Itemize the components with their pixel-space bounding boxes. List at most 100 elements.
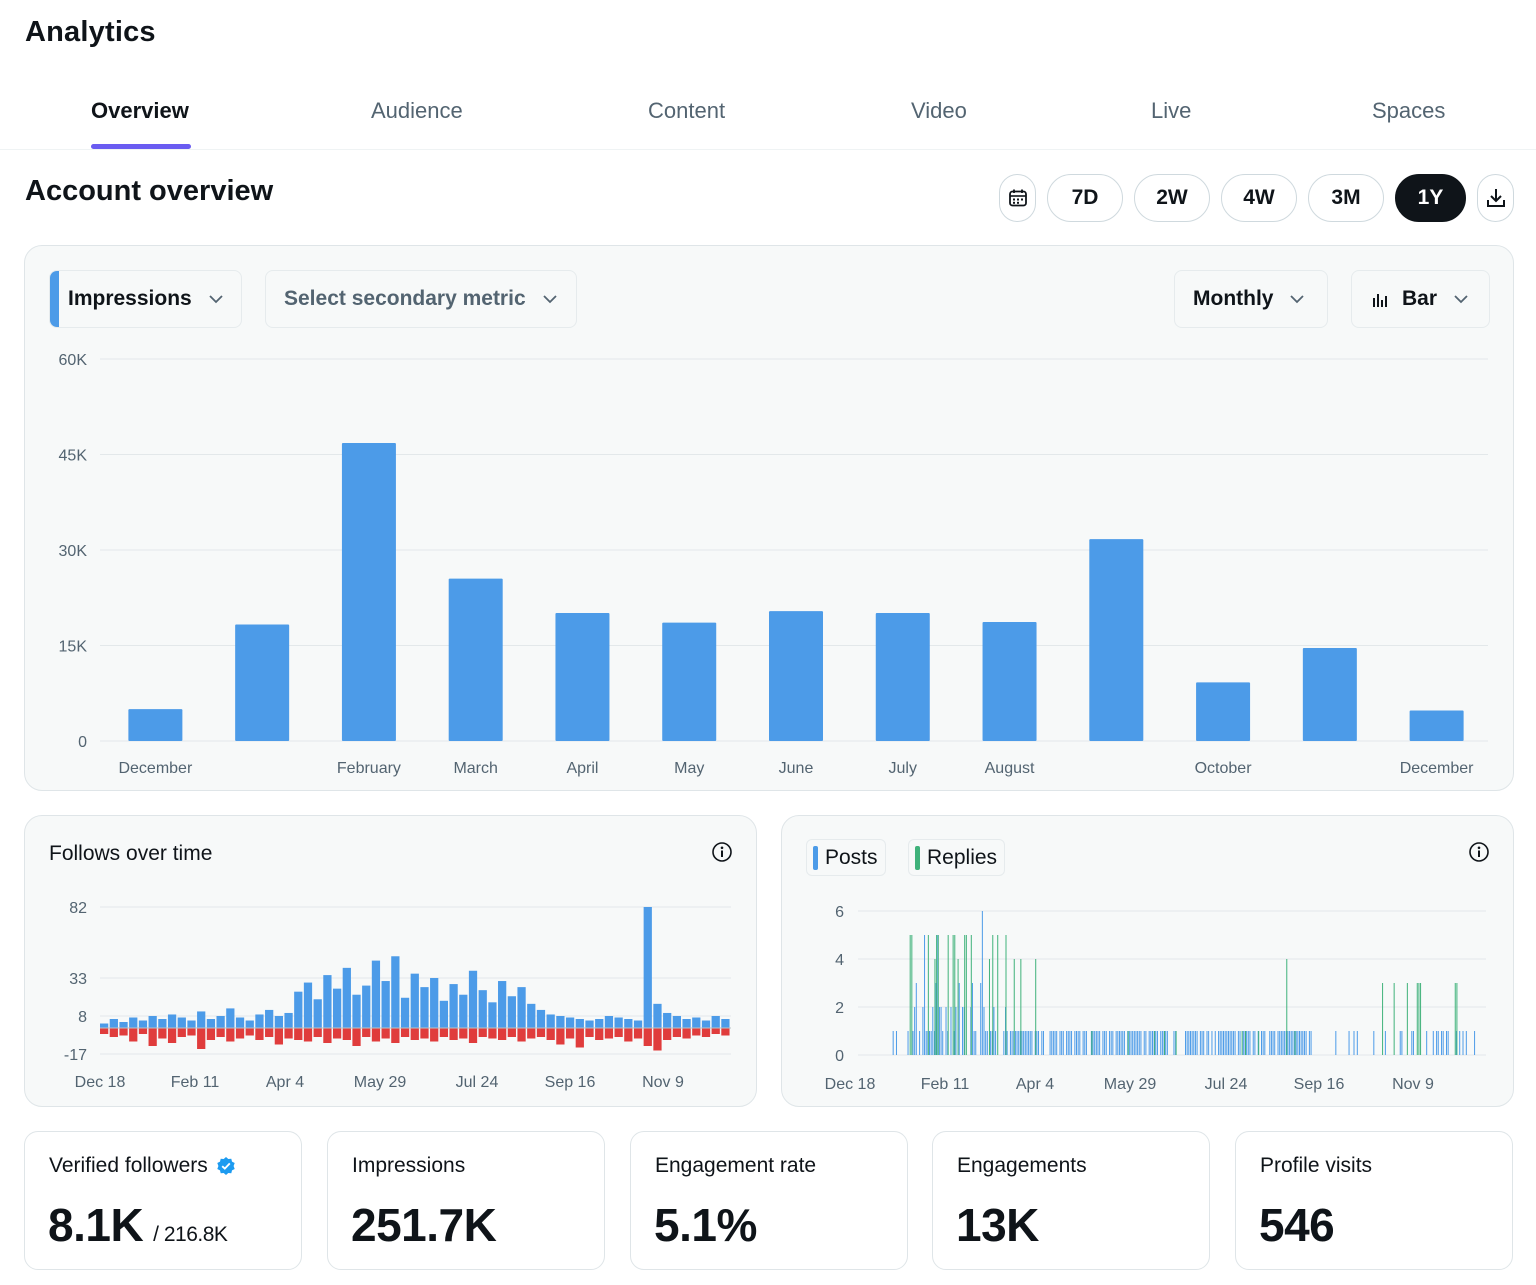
y-tick-label: 0: [78, 734, 87, 751]
unfollows-bar: [332, 1028, 342, 1039]
chevron-down-icon: [209, 295, 223, 304]
follows-bar: [653, 1003, 662, 1028]
follows-bar: [158, 1019, 167, 1028]
unfollows-bar: [721, 1028, 730, 1036]
range-4w-button[interactable]: 4W: [1221, 174, 1297, 222]
follows-bar: [721, 1019, 730, 1028]
secondary-metric-label: Select secondary metric: [284, 287, 526, 310]
info-icon[interactable]: [711, 841, 733, 863]
y-tick-label: 45K: [59, 448, 88, 465]
follows-bar: [148, 1016, 157, 1028]
x-tick-label: March: [453, 760, 497, 777]
primary-metric-select[interactable]: Impressions: [49, 270, 242, 328]
tab-spaces[interactable]: Spaces: [1372, 98, 1446, 123]
follows-bar: [245, 1020, 254, 1028]
unfollows-bar: [187, 1028, 196, 1036]
stat-value: 5.1%: [654, 1199, 757, 1251]
unfollows-bar: [400, 1028, 410, 1037]
unfollows-bar: [226, 1028, 235, 1042]
follows-bar: [439, 1000, 449, 1028]
y-tick-label: 33: [69, 971, 87, 988]
x-tick-label: Sep 16: [1294, 1076, 1345, 1093]
unfollows-bar: [100, 1028, 109, 1034]
chart-type-select[interactable]: Bar: [1351, 270, 1490, 328]
unfollows-bar: [653, 1028, 662, 1051]
posts-replies-card: Posts Replies 0 2 4 6 Dec 18 Feb 11 Apr 4 May 2…: [781, 815, 1514, 1107]
legend-replies-label: Replies: [927, 845, 998, 869]
x-tick-label: May 29: [354, 1074, 407, 1091]
follows-bar: [711, 1016, 720, 1028]
unfollows-bar: [235, 1028, 245, 1039]
legend-replies[interactable]: Replies: [908, 839, 1006, 876]
x-tick-label: May: [674, 760, 704, 777]
x-tick-label: August: [985, 760, 1035, 777]
follows-bar: [478, 990, 487, 1028]
follows-bar: [701, 1020, 711, 1028]
legend-posts[interactable]: Posts: [806, 839, 886, 876]
x-tick-label: Apr 4: [1016, 1076, 1054, 1093]
stat-value: 251.7K: [351, 1199, 497, 1251]
range-1y-button[interactable]: 1Y: [1395, 174, 1466, 222]
follows-bar: [371, 960, 381, 1028]
follows-bar: [624, 1019, 633, 1028]
follows-bar: [303, 982, 313, 1028]
calendar-button[interactable]: [999, 174, 1036, 222]
info-icon[interactable]: [1468, 841, 1490, 863]
granularity-select[interactable]: Monthly: [1174, 270, 1328, 328]
follows-bar: [313, 999, 322, 1028]
x-tick-label: December: [118, 760, 192, 777]
follows-bar: [129, 1017, 138, 1028]
y-tick-label: 4: [835, 952, 844, 969]
unfollows-bar: [371, 1028, 381, 1042]
tab-content[interactable]: Content: [648, 98, 726, 123]
unfollows-bar: [633, 1028, 643, 1039]
unfollows-bar: [410, 1028, 419, 1040]
download-button[interactable]: [1477, 174, 1514, 222]
tab-video[interactable]: Video: [911, 98, 967, 123]
x-tick-label: May 29: [1104, 1076, 1157, 1093]
stat-engagements: Engagements 13K: [932, 1131, 1210, 1270]
unfollows-bar: [624, 1028, 633, 1042]
range-7d-button[interactable]: 7D: [1047, 174, 1123, 222]
stat-label: Profile visits: [1260, 1154, 1373, 1177]
replies-color-swatch: [915, 845, 920, 870]
unfollows-bar: [352, 1028, 361, 1046]
chevron-down-icon: [542, 295, 557, 304]
unfollows-bar: [391, 1028, 400, 1043]
unfollows-bar: [342, 1028, 351, 1040]
follows-bar: [342, 967, 351, 1028]
bar: [235, 624, 290, 741]
follows-bar: [488, 1002, 497, 1028]
bar: [769, 611, 823, 741]
unfollows-bar: [488, 1028, 497, 1039]
unfollows-bar: [575, 1028, 584, 1048]
tab-overview[interactable]: Overview: [91, 98, 189, 123]
tab-live[interactable]: Live: [1151, 98, 1192, 123]
follows-chart: -17 8 33 82 Dec 18 Feb 11 Apr 4 May 29 Jul 24 Sep…: [64, 900, 731, 1091]
follows-bar: [536, 1009, 546, 1028]
follows-bar: [381, 981, 390, 1028]
bar: [128, 709, 183, 741]
range-2w-button[interactable]: 2W: [1134, 174, 1210, 222]
follows-bar: [265, 1009, 274, 1028]
chart-type-label: Bar: [1402, 287, 1438, 310]
tab-audience[interactable]: Audience: [371, 98, 463, 123]
unfollows-bar: [158, 1028, 167, 1039]
x-tick-label: Dec 18: [75, 1074, 126, 1091]
follows-bar: [420, 987, 429, 1028]
unfollows-bar: [313, 1028, 322, 1037]
unfollows-bar: [177, 1028, 186, 1037]
unfollows-bar: [167, 1028, 177, 1043]
stat-value: 13K: [956, 1199, 1039, 1251]
unfollows-bar: [109, 1028, 118, 1037]
stat-label-text: Verified followers: [49, 1154, 208, 1177]
follows-bar: [595, 1019, 604, 1028]
follows-bar: [294, 991, 303, 1028]
follows-bar: [284, 1012, 293, 1028]
posts-replies-chart: 0 2 4 6 Dec 18 Feb 11 Apr 4 May 29 Jul 24 Sep 16 N…: [825, 904, 1486, 1093]
y-tick-label: 8: [78, 1009, 87, 1026]
range-3m-button[interactable]: 3M: [1308, 174, 1384, 222]
secondary-metric-select[interactable]: Select secondary metric: [265, 270, 577, 328]
verified-badge-icon: [217, 1157, 235, 1175]
unfollows-bar: [206, 1028, 216, 1040]
